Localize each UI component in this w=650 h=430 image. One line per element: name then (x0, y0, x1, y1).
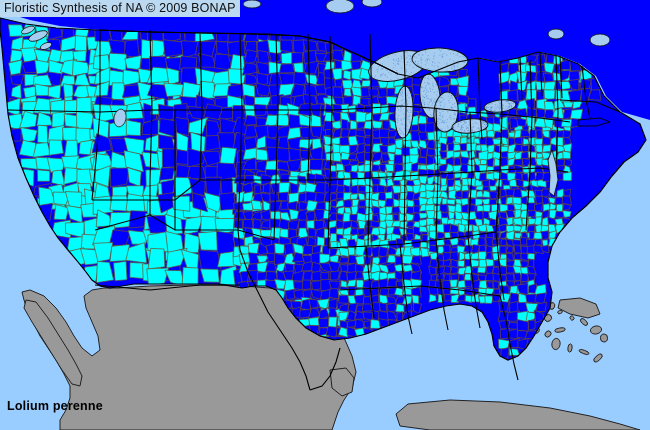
map-title-bar: Floristic Synthesis of NA © 2009 BONAP (0, 0, 240, 17)
species-name-label: Lolium perenne (7, 399, 103, 413)
